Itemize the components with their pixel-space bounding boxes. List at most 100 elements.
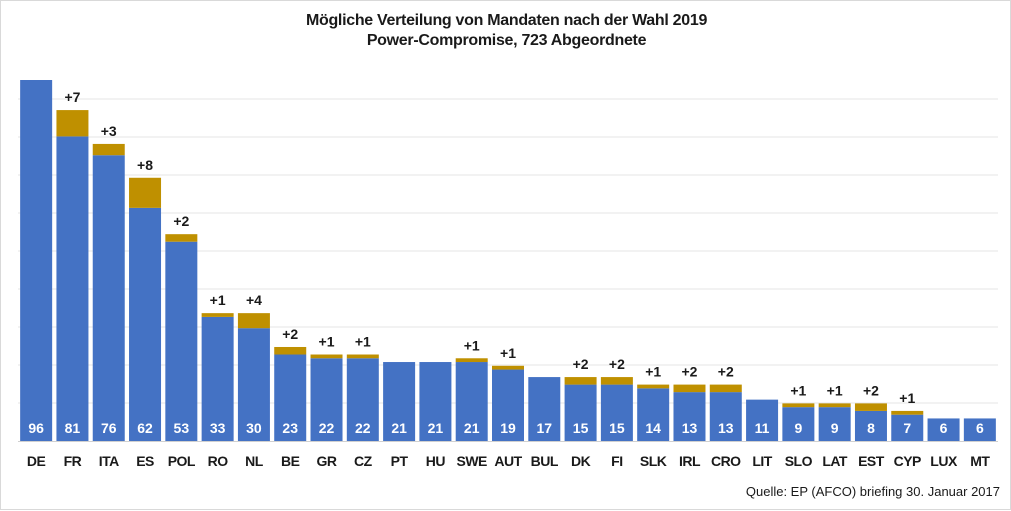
bar-base-SWE — [455, 362, 488, 441]
data-label-GR: 22 — [319, 420, 335, 436]
bar-increase-LAT — [818, 403, 851, 408]
bar-increase-CYP — [891, 410, 924, 415]
data-label-DE: 96 — [28, 420, 44, 436]
bar-increase-RO — [201, 313, 234, 317]
x-tick-label-SLO: SLO — [785, 453, 813, 469]
bar-base-BE — [274, 354, 307, 441]
data-label-HU: 21 — [428, 420, 444, 436]
bar-increase-ITA — [92, 143, 125, 156]
data-label-SLK: 14 — [645, 420, 661, 436]
data-label-LIT: 11 — [755, 420, 770, 436]
increase-label-BE: +2 — [282, 326, 298, 342]
bar-base-ITA — [92, 155, 125, 442]
increase-label-FI: +2 — [609, 356, 625, 372]
bar-base-NL — [237, 328, 270, 441]
x-tick-label-ITA: ITA — [99, 453, 119, 469]
increase-label-CYP: +1 — [899, 390, 915, 406]
x-tick-label-BE: BE — [281, 453, 300, 469]
increase-label-LAT: +1 — [827, 382, 843, 398]
bar-increase-POL — [165, 234, 198, 242]
bar-base-DK — [564, 384, 597, 441]
data-label-LUX: 6 — [940, 420, 948, 436]
x-tick-label-FR: FR — [64, 453, 82, 469]
bar-increase-CRO — [709, 384, 742, 393]
bar-base-CYP — [891, 414, 924, 441]
data-label-BE: 23 — [282, 420, 298, 436]
data-label-SLO: 9 — [794, 420, 802, 436]
bar-increase-CZ — [346, 354, 379, 359]
x-tick-label-IRL: IRL — [679, 453, 701, 469]
increase-label-IRL: +2 — [681, 364, 697, 380]
x-tick-label-LAT: LAT — [822, 453, 848, 469]
bar-base-FR — [56, 136, 89, 441]
chart-subtitle: Power-Compromise, 723 Abgeordnete — [366, 32, 647, 49]
x-tick-label-RO: RO — [208, 453, 229, 469]
bar-base-LAT — [818, 407, 851, 441]
increase-label-EST: +2 — [863, 382, 879, 398]
bar-base-RO — [201, 316, 234, 441]
bar-base-HU — [419, 362, 452, 441]
bar-increase-IRL — [673, 384, 706, 393]
x-tick-label-BUL: BUL — [531, 453, 559, 469]
increase-label-SLK: +1 — [645, 364, 661, 380]
x-tick-label-EST: EST — [858, 453, 885, 469]
increase-label-SWE: +1 — [464, 337, 480, 353]
data-label-MT: 6 — [976, 420, 984, 436]
bar-base-EST — [854, 410, 887, 441]
data-label-ITA: 76 — [101, 420, 117, 436]
x-tick-label-POL: POL — [168, 453, 196, 469]
increase-label-CZ: +1 — [355, 334, 371, 350]
bar-base-MT — [963, 418, 996, 441]
increase-label-NL: +4 — [246, 292, 262, 308]
data-label-NL: 30 — [246, 420, 262, 436]
increase-label-ES: +8 — [137, 157, 153, 173]
data-label-RO: 33 — [210, 420, 226, 436]
bar-base-AUT — [492, 369, 524, 441]
increase-label-SLO: +1 — [790, 382, 806, 398]
x-tick-label-ES: ES — [136, 453, 154, 469]
bar-increase-NL — [237, 313, 270, 329]
data-label-CRO: 13 — [718, 420, 734, 436]
bar-base-CZ — [346, 358, 379, 441]
increase-label-POL: +2 — [173, 213, 189, 229]
data-label-FI: 15 — [609, 420, 625, 436]
bar-increase-FI — [600, 377, 633, 385]
data-label-SWE: 21 — [464, 420, 480, 436]
data-label-POL: 53 — [174, 420, 190, 436]
x-tick-label-DK: DK — [571, 453, 591, 469]
source-note: Quelle: EP (AFCO) briefing 30. Januar 20… — [745, 484, 1000, 499]
increase-label-ITA: +3 — [101, 123, 117, 139]
data-label-AUT: 19 — [500, 420, 516, 436]
bar-base-BUL — [528, 377, 561, 441]
bar-base-LUX — [927, 418, 960, 441]
x-tick-label-GR: GR — [317, 453, 337, 469]
data-label-CYP: 7 — [903, 420, 911, 436]
increase-label-GR: +1 — [319, 334, 335, 350]
bar-increase-SWE — [455, 358, 488, 363]
bar-increase-ES — [129, 177, 162, 208]
data-label-CZ: 22 — [355, 420, 371, 436]
x-tick-label-CZ: CZ — [354, 453, 373, 469]
x-tick-label-NL: NL — [245, 453, 264, 469]
bar-base-CRO — [709, 392, 742, 441]
bar-base-SLK — [637, 388, 670, 441]
x-tick-label-HU: HU — [426, 453, 446, 469]
bar-increase-AUT — [492, 365, 524, 370]
bar-base-IRL — [673, 392, 706, 441]
data-label-FR: 81 — [65, 420, 81, 436]
data-label-PT: 21 — [391, 420, 407, 436]
x-tick-label-CYP: CYP — [894, 453, 921, 469]
x-tick-label-CRO: CRO — [711, 453, 741, 469]
data-label-BUL: 17 — [537, 420, 553, 436]
bar-base-ES — [129, 207, 162, 441]
data-label-LAT: 9 — [831, 420, 839, 436]
x-tick-label-LUX: LUX — [930, 453, 958, 469]
bar-increase-EST — [854, 403, 887, 411]
data-label-IRL: 13 — [682, 420, 698, 436]
bar-increase-BE — [274, 346, 307, 355]
increase-label-AUT: +1 — [500, 345, 516, 361]
bar-increase-DK — [564, 377, 597, 385]
chart-title: Mögliche Verteilung von Mandaten nach de… — [305, 12, 708, 29]
bar-base-PT — [383, 362, 416, 441]
